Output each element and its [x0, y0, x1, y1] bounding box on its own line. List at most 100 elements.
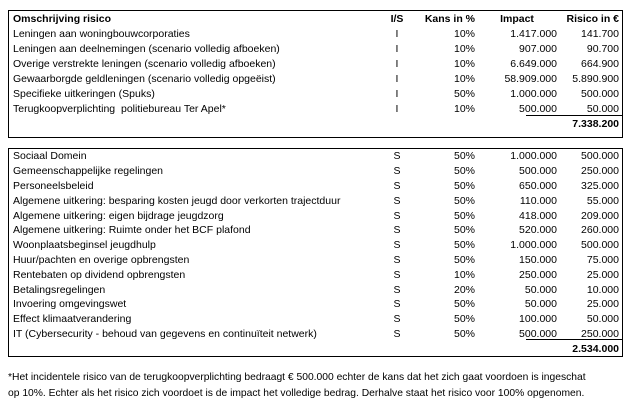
kans-percentage-cell: 10% [453, 57, 475, 70]
risico-value-cell: 325.000 [581, 179, 619, 192]
risk-description-cell: Leningen aan deelnemingen (scenario voll… [13, 42, 280, 55]
header-row: Omschrijving risico I/S Kans in % Impact… [9, 11, 622, 26]
is-type-cell: S [393, 165, 401, 178]
risk-description-cell: Overige verstrekte leningen (scenario vo… [13, 57, 276, 70]
impact-value-cell: 500.000 [519, 327, 557, 340]
risico-value-cell: 75.000 [586, 253, 619, 266]
is-type-cell: S [393, 179, 401, 192]
risico-value-cell: 141.700 [581, 27, 619, 40]
is-type-cell: S [393, 194, 401, 207]
risk-description-cell: Gewaarborgde geldleningen (scenario voll… [13, 72, 276, 85]
kans-percentage-cell: 50% [453, 179, 475, 192]
table-row: Terugkoopverplichting politiebureau Ter … [9, 102, 622, 117]
is-type-cell: S [393, 298, 401, 311]
table-row: Woonplaatsbeginsel jeugdhulp S 50% 1.000.00… [9, 238, 622, 253]
kans-percentage-cell: 10% [453, 268, 475, 281]
footnote-line-2: op 10%. Echter als het risico zich voord… [8, 387, 585, 399]
impact-value-cell: 1.000.000 [510, 150, 557, 163]
risico-value-cell: 25.000 [586, 268, 619, 281]
kans-percentage-cell: 50% [453, 298, 475, 311]
kans-percentage-cell: 10% [453, 103, 475, 116]
kans-percentage-cell: 50% [453, 224, 475, 237]
col-header-omschrijving-risico: Omschrijving risico [13, 12, 112, 25]
table-row: Leningen aan deelnemingen (scenario voll… [9, 41, 622, 56]
section-total-row: 7.338.200 [9, 117, 622, 132]
risk-description-cell: Rentebaten op dividend opbrengsten [13, 268, 186, 281]
kans-percentage-cell: 50% [453, 165, 475, 178]
risico-value-cell: 500.000 [581, 239, 619, 252]
is-type-cell: S [393, 224, 401, 237]
table-row: Algemene uitkering: Ruimte onder het BCF… [9, 223, 622, 238]
risico-value-cell: 90.700 [586, 42, 619, 55]
risico-value-cell: 25.000 [586, 298, 619, 311]
risk-description-cell: Gemeenschappelijke regelingen [13, 165, 164, 178]
kans-percentage-cell: 50% [453, 209, 475, 222]
risico-value-cell: 250.000 [526, 327, 622, 342]
table-row: Effect klimaatverandering S 50% 100.000 50.0… [9, 312, 622, 327]
impact-value-cell: 1.000.000 [510, 239, 557, 252]
is-type-cell: S [393, 209, 401, 222]
risk-description-cell: Betalingsregelingen [13, 283, 106, 296]
impact-value-cell: 250.000 [519, 268, 557, 281]
risico-value-cell: 209.000 [581, 209, 619, 222]
risico-value-cell: 664.900 [581, 57, 619, 70]
is-type-cell: S [393, 283, 401, 296]
is-type-cell: S [393, 313, 401, 326]
risico-value-cell: 5.890.900 [572, 72, 619, 85]
risico-value-cell: 55.000 [586, 194, 619, 207]
col-header-i-s: I/S [390, 12, 404, 25]
impact-value-cell: 100.000 [519, 313, 557, 326]
risico-value-cell: 50.000 [586, 313, 619, 326]
is-type-cell: I [395, 72, 399, 85]
table-row: Overige verstrekte leningen (scenario vo… [9, 56, 622, 71]
table-row: Gemeenschappelijke regelingen S 50% 500.000… [9, 164, 622, 179]
risk-description-cell: Algemene uitkering: besparing kosten jeu… [13, 194, 341, 207]
table-row: Leningen aan woningbouwcorporaties I 10% 1.… [9, 26, 622, 41]
risk-description-cell: Algemene uitkering: eigen bijdrage jeugd… [13, 209, 224, 222]
is-type-cell: S [393, 150, 401, 163]
risk-table-incidental: Omschrijving risico I/S Kans in % Impact… [8, 10, 623, 138]
table-row: Algemene uitkering: eigen bijdrage jeugd… [9, 208, 622, 223]
impact-value-cell: 50.000 [524, 298, 557, 311]
risk-description-cell: Sociaal Domein [13, 150, 87, 163]
table-row: Betalingsregelingen S 20% 50.000 10.000 [9, 282, 622, 297]
kans-percentage-cell: 50% [453, 194, 475, 207]
impact-value-cell: 6.649.000 [510, 57, 557, 70]
is-type-cell: S [393, 239, 401, 252]
table-row: Gewaarborgde geldleningen (scenario voll… [9, 71, 622, 86]
impact-value-cell: 1.417.000 [510, 27, 557, 40]
section-total-value: 2.534.000 [572, 342, 619, 355]
impact-value-cell: 500.000 [519, 165, 557, 178]
risk-description-cell: Personeelsbeleid [13, 179, 94, 192]
section-total-value: 7.338.200 [572, 118, 619, 131]
incidental-risks-table: Omschrijving risico I/S Kans in % Impact… [9, 11, 622, 132]
kans-percentage-cell: 50% [453, 253, 475, 266]
table-row: Personeelsbeleid S 50% 650.000 325.000 [9, 179, 622, 194]
is-type-cell: I [395, 27, 399, 40]
kans-percentage-cell: 50% [453, 313, 475, 326]
impact-value-cell: 1.000.000 [510, 88, 557, 101]
risk-description-cell: Invoering omgevingswet [13, 298, 127, 311]
table-row: Rentebaten op dividend opbrengsten S 10% 25… [9, 267, 622, 282]
impact-value-cell: 520.000 [519, 224, 557, 237]
is-type-cell: S [393, 268, 401, 281]
footnote: *Het incidentele risico van de terugkoop… [8, 370, 630, 401]
kans-percentage-cell: 10% [453, 42, 475, 55]
impact-value-cell: 500.000 [519, 103, 557, 116]
risico-value-cell: 500.000 [581, 88, 619, 101]
risk-description-cell: Specifieke uitkeringen (Spuks) [13, 88, 155, 101]
impact-value-cell: 110.000 [519, 194, 557, 207]
impact-value-cell: 907.000 [519, 42, 557, 55]
kans-percentage-cell: 50% [453, 239, 475, 252]
table-row: Invoering omgevingswet S 50% 50.000 25.000 [9, 297, 622, 312]
table-row: Specifieke uitkeringen (Spuks) I 50% 1.000.… [9, 86, 622, 101]
risk-description-cell: Terugkoopverplichting politiebureau Ter … [13, 103, 226, 116]
is-type-cell: S [393, 327, 401, 340]
is-type-cell: I [395, 88, 399, 101]
footnote-line-1: *Het incidentele risico van de terugkoop… [8, 372, 586, 383]
risk-table-structural: Sociaal Domein S 50% 1.000.000 500.000 Gemeen… [8, 148, 623, 358]
kans-percentage-cell: 50% [453, 150, 475, 163]
is-type-cell: I [395, 57, 399, 70]
is-type-cell: S [393, 253, 401, 266]
risk-description-cell: Woonplaatsbeginsel jeugdhulp [13, 239, 156, 252]
